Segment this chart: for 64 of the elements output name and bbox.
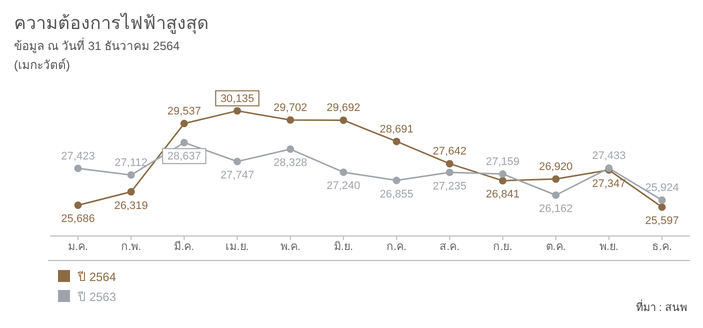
data-label: 26,841 — [486, 188, 520, 201]
point — [234, 158, 242, 166]
data-label: 26,319 — [114, 200, 148, 212]
legend-label: ปี 2564 — [76, 268, 116, 286]
x-tick-label: ธ.ค. — [652, 240, 672, 253]
x-tick-label: ก.พ. — [121, 240, 142, 253]
data-label: 28,691 — [380, 123, 414, 136]
data-label: 27,642 — [432, 146, 466, 158]
data-label: 27,235 — [432, 180, 466, 192]
x-tick-label: ก.ย. — [493, 240, 512, 253]
data-label: 27,347 — [592, 178, 626, 190]
x-tick-label: ม.ค. — [68, 240, 88, 253]
data-label: 28,637 — [167, 150, 202, 163]
data-label: 30,135 — [220, 92, 254, 105]
point — [180, 120, 188, 128]
data-label: 27,433 — [592, 150, 626, 162]
data-label: 29,692 — [326, 102, 360, 114]
x-tick-label: ก.ค. — [386, 240, 407, 253]
point — [658, 203, 666, 211]
x-tick-label: เม.ย. — [226, 240, 249, 253]
chart-title: ความต้องการไฟฟ้าสูงสุด — [14, 12, 209, 36]
point — [552, 191, 560, 199]
text: ที่มา : สนพ — [636, 298, 687, 316]
data-label: 27,423 — [61, 150, 95, 162]
data-label: 29,537 — [167, 106, 202, 118]
data-label: 27,747 — [220, 169, 254, 182]
point — [498, 176, 506, 184]
point — [340, 168, 348, 176]
point — [286, 116, 294, 124]
x-tick-label: มี.ค. — [174, 240, 194, 253]
point — [127, 188, 135, 196]
data-label: 28,328 — [274, 157, 308, 170]
x-tick-label: ต.ค. — [546, 240, 566, 253]
chart-subtitle: ข้อมูล ณ วันที่ 31 ธันวาคม 2564 — [14, 36, 180, 55]
data-label: 27,112 — [114, 156, 148, 169]
data-label: 26,920 — [538, 161, 573, 174]
text: (เมกะวัตต์) — [14, 57, 70, 74]
point — [658, 196, 666, 204]
x-tick-label: พ.ย. — [599, 240, 618, 253]
x-tick-label: มิ.ย. — [334, 240, 354, 253]
point — [498, 170, 506, 178]
point — [74, 201, 82, 209]
point — [446, 168, 454, 176]
data-label: 26,162 — [538, 203, 573, 216]
legend-label: ปี 2563 — [76, 288, 116, 306]
point — [392, 138, 400, 146]
data-label: 25,924 — [645, 182, 679, 194]
data-label: 27,240 — [326, 180, 360, 192]
data-label: 29,702 — [274, 102, 308, 114]
point — [446, 160, 454, 168]
point — [340, 116, 348, 124]
point — [552, 175, 560, 183]
point — [392, 176, 400, 184]
data-label: 26,855 — [380, 188, 414, 200]
x-tick-label: ส.ค. — [440, 240, 460, 253]
point — [127, 171, 135, 179]
data-label: 25,686 — [61, 213, 95, 226]
point — [286, 145, 294, 153]
data-label: 27,159 — [486, 156, 520, 168]
x-tick-label: พ.ค. — [280, 240, 300, 253]
point — [180, 138, 188, 146]
data-label: 25,597 — [645, 215, 679, 228]
point — [74, 164, 82, 172]
point — [234, 107, 242, 115]
